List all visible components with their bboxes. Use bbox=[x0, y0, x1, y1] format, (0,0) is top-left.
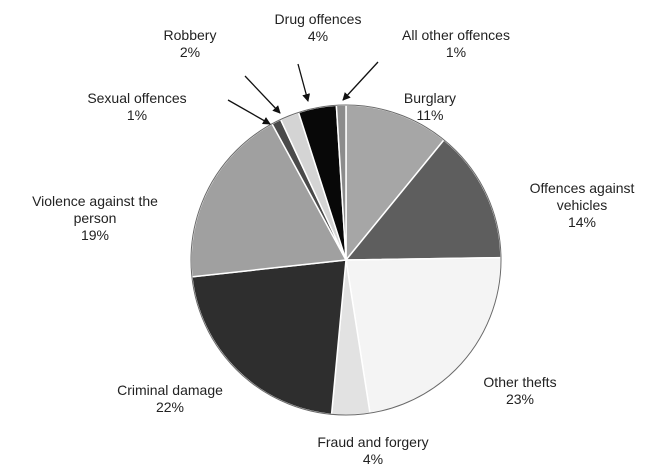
slice-label-all-other-offences: All other offences bbox=[402, 27, 510, 43]
slice-value-burglary: 11% bbox=[417, 107, 444, 123]
slice-value-criminal-damage: 22% bbox=[156, 399, 184, 415]
slice-label-criminal-damage: Criminal damage bbox=[117, 382, 223, 398]
slice-label-burglary: Burglary bbox=[404, 90, 456, 106]
callout-arrow-sexual-offences bbox=[227, 99, 271, 125]
callout-arrow-robbery bbox=[244, 75, 281, 114]
callout-arrow-all-other-offences bbox=[342, 61, 379, 101]
slice-value-all-other-offences: 1% bbox=[446, 44, 466, 60]
slice-value-fraud-and-forgery: 4% bbox=[363, 451, 383, 467]
slice-label-sexual-offences: Sexual offences bbox=[87, 90, 186, 106]
slice-value-other-thefts: 23% bbox=[506, 391, 534, 407]
slice-label-other-thefts: Other thefts bbox=[483, 374, 556, 390]
slice-value-violence-against-the-person: 19% bbox=[81, 227, 109, 243]
slice-label-offences-against-vehicles-line2: vehicles bbox=[557, 197, 608, 213]
slice-label-robbery: Robbery bbox=[164, 27, 217, 43]
slice-label-fraud-and-forgery: Fraud and forgery bbox=[317, 434, 428, 450]
slice-value-drug-offences: 4% bbox=[308, 28, 328, 44]
slice-label-drug-offences: Drug offences bbox=[275, 11, 362, 27]
slice-value-sexual-offences: 1% bbox=[127, 107, 147, 123]
slice-label-offences-against-vehicles-line1: Offences against bbox=[530, 180, 635, 196]
slice-label-violence-against-the-person-line1: Violence against the bbox=[32, 193, 158, 209]
callout-arrow-drug-offences bbox=[297, 63, 311, 102]
pie-outline bbox=[190, 104, 502, 416]
pie-slice-other-thefts bbox=[345, 256, 502, 414]
slice-value-robbery: 2% bbox=[180, 44, 200, 60]
slice-label-violence-against-the-person-line2: person bbox=[74, 210, 117, 226]
slice-value-offences-against-vehicles: 14% bbox=[568, 214, 596, 230]
